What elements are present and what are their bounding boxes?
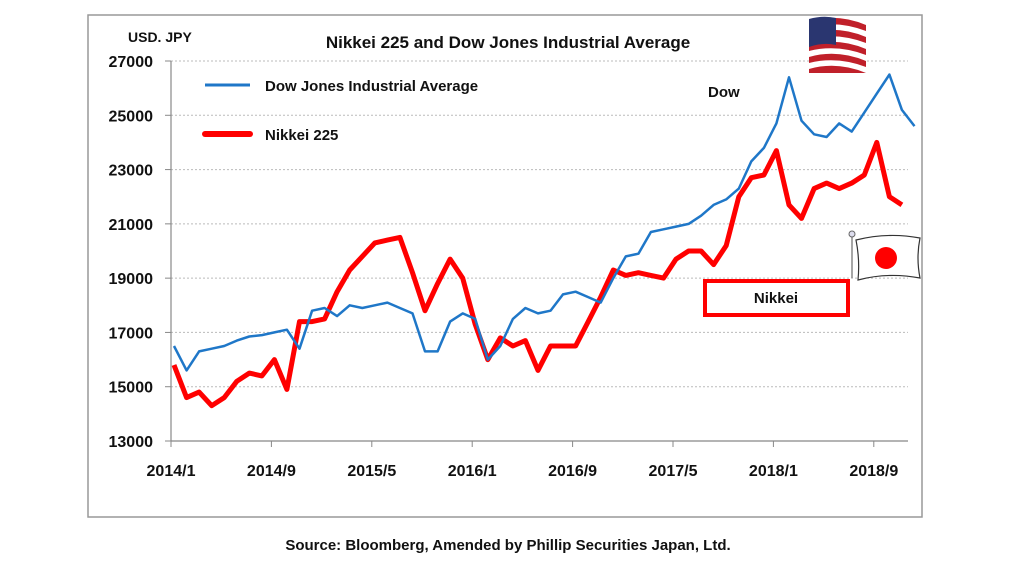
x-tick-label: 2018/1 xyxy=(749,463,798,480)
legend-label-dow: Dow Jones Industrial Average xyxy=(265,78,478,95)
x-tick-label: 2014/9 xyxy=(247,463,296,480)
y-axis-label: USD. JPY xyxy=(128,29,192,45)
annotation-dow: Dow xyxy=(708,84,740,101)
y-tick-label: 15000 xyxy=(109,380,154,397)
x-tick-label: 2014/1 xyxy=(147,463,196,480)
x-tick-label: 2016/1 xyxy=(448,463,497,480)
chart-frame xyxy=(88,15,922,517)
annotation-nikkei: Nikkei xyxy=(754,290,798,307)
chart-title: Nikkei 225 and Dow Jones Industrial Aver… xyxy=(326,33,690,52)
x-tick-label: 2016/9 xyxy=(548,463,597,480)
y-tick-label: 21000 xyxy=(109,217,154,234)
us-flag-icon xyxy=(809,17,866,73)
y-tick-label: 23000 xyxy=(109,163,154,180)
y-tick-label: 25000 xyxy=(109,108,154,125)
legend-label-nikkei: Nikkei 225 xyxy=(265,127,338,144)
x-tick-label: 2017/5 xyxy=(649,463,698,480)
y-tick-label: 13000 xyxy=(109,434,154,451)
y-tick-label: 27000 xyxy=(109,54,154,71)
y-tick-label: 19000 xyxy=(109,271,154,288)
x-tick-label: 2018/9 xyxy=(849,463,898,480)
y-tick-label: 17000 xyxy=(109,325,154,342)
x-tick-label: 2015/5 xyxy=(347,463,396,480)
source-note: Source: Bloomberg, Amended by Phillip Se… xyxy=(285,537,730,554)
